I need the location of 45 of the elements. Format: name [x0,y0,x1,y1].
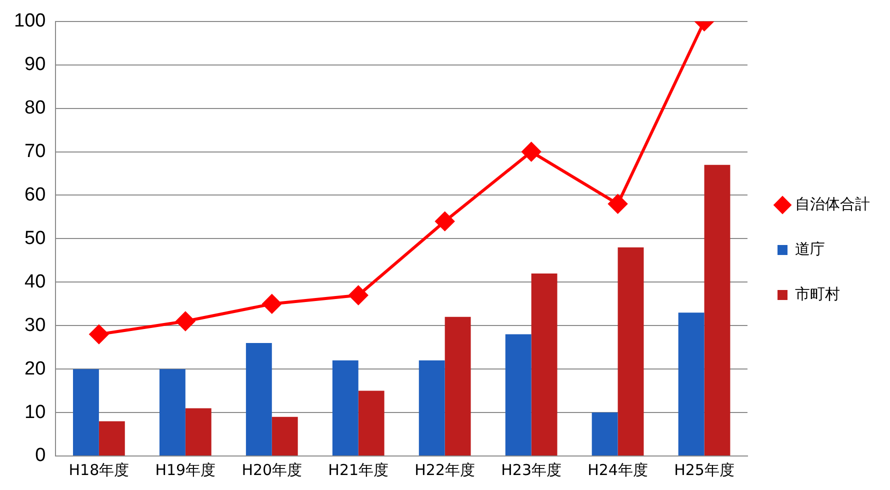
y-tick-label: 50 [24,228,46,249]
bar [592,412,618,456]
bar [159,369,186,456]
bar [678,312,704,456]
bar [505,334,532,456]
bar [704,164,730,456]
x-tick-label: H21年度 [328,460,389,479]
bar [272,416,298,456]
bar [418,360,445,456]
bar [332,360,358,456]
x-tick-label: H18年度 [68,460,130,479]
legend-label: 自治体合計 [795,194,870,213]
point [522,142,541,162]
point [89,324,108,344]
bar [358,390,384,456]
y-tick-label: 60 [24,184,46,206]
bar [444,316,471,456]
point [262,294,282,314]
bar [246,343,272,456]
bar [98,421,125,456]
bar [72,369,99,456]
y-tick-label: 20 [24,358,46,380]
x-tick-label: H23年度 [501,460,562,479]
y-tick-label: 80 [24,98,46,119]
x-tick-label: H24年度 [588,460,648,479]
y-tick-label: 30 [24,314,46,336]
point [176,312,195,331]
point [608,194,628,214]
y-tick-label: 70 [24,141,46,162]
bar [618,247,644,456]
y-tick-label: 0 [35,445,46,466]
legend-label: 道庁 [795,240,825,258]
y-tick-label: 40 [24,271,46,292]
x-tick-label: H25年度 [674,460,734,479]
point [435,212,454,231]
y-tick-label: 100 [14,10,46,32]
x-tick-label: H22年度 [414,460,476,479]
x-tick-label: H20年度 [242,460,302,479]
y-tick-label: 10 [24,402,46,423]
bar [531,273,558,456]
bar [185,408,212,456]
legend-label: 市町村 [795,284,840,303]
x-tick-label: H19年度 [155,460,216,479]
point [348,286,368,305]
y-tick-label: 90 [24,54,46,76]
